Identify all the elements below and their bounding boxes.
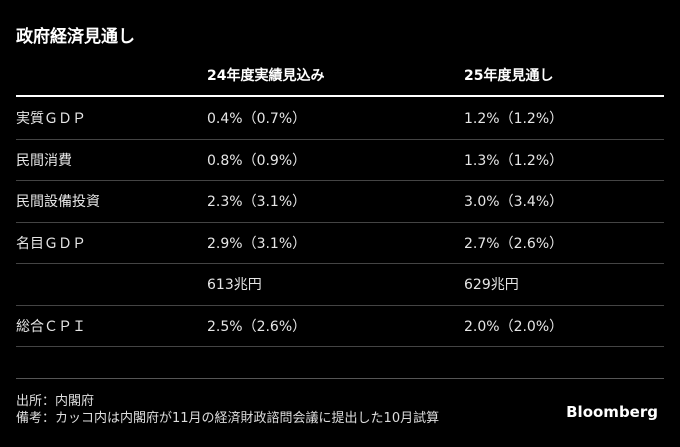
remark-note: 備考：カッコ内は内閣府が11月の経済財政諮問会議に提出した10月試算 xyxy=(16,411,440,426)
brand: Bloomberg xyxy=(566,403,658,421)
title: 政府経済見通し xyxy=(16,27,135,47)
source-note: 出所：内閣府 xyxy=(16,394,95,409)
cell: 613兆円 xyxy=(207,277,262,293)
cell: 629兆円 xyxy=(464,277,519,293)
cell: 1.3%（1.2%） xyxy=(464,152,564,169)
column-header: 25年度見通し xyxy=(464,68,554,84)
header-rule xyxy=(16,95,664,97)
cell: 1.2%（1.2%） xyxy=(464,111,564,127)
row-rule xyxy=(16,304,664,306)
cell: 2.5%（2.6%） xyxy=(207,318,307,335)
cell: 2.3%（3.1%） xyxy=(207,194,307,210)
footer-rule xyxy=(16,378,664,379)
row-rule xyxy=(16,221,664,223)
row-label: 民間設備投資 xyxy=(16,194,100,210)
row-rule xyxy=(16,263,664,264)
row-label: 総合ＣＰＩ xyxy=(16,318,86,335)
column-header: 24年度実績見込み xyxy=(207,68,325,84)
row-label: 民間消費 xyxy=(16,152,72,169)
row-rule xyxy=(16,346,664,347)
row-label: 名目ＧＤＰ xyxy=(16,235,86,252)
cell: 0.4%（0.7%） xyxy=(207,111,307,127)
cell: 2.9%（3.1%） xyxy=(207,235,307,252)
cell: 3.0%（3.4%） xyxy=(464,194,564,210)
row-label: 実質ＧＤＰ xyxy=(16,111,86,127)
row-rule xyxy=(16,138,664,140)
row-rule xyxy=(16,180,664,181)
cell: 2.0%（2.0%） xyxy=(464,318,564,335)
cell: 0.8%（0.9%） xyxy=(207,152,307,169)
cell: 2.7%（2.6%） xyxy=(464,235,564,252)
